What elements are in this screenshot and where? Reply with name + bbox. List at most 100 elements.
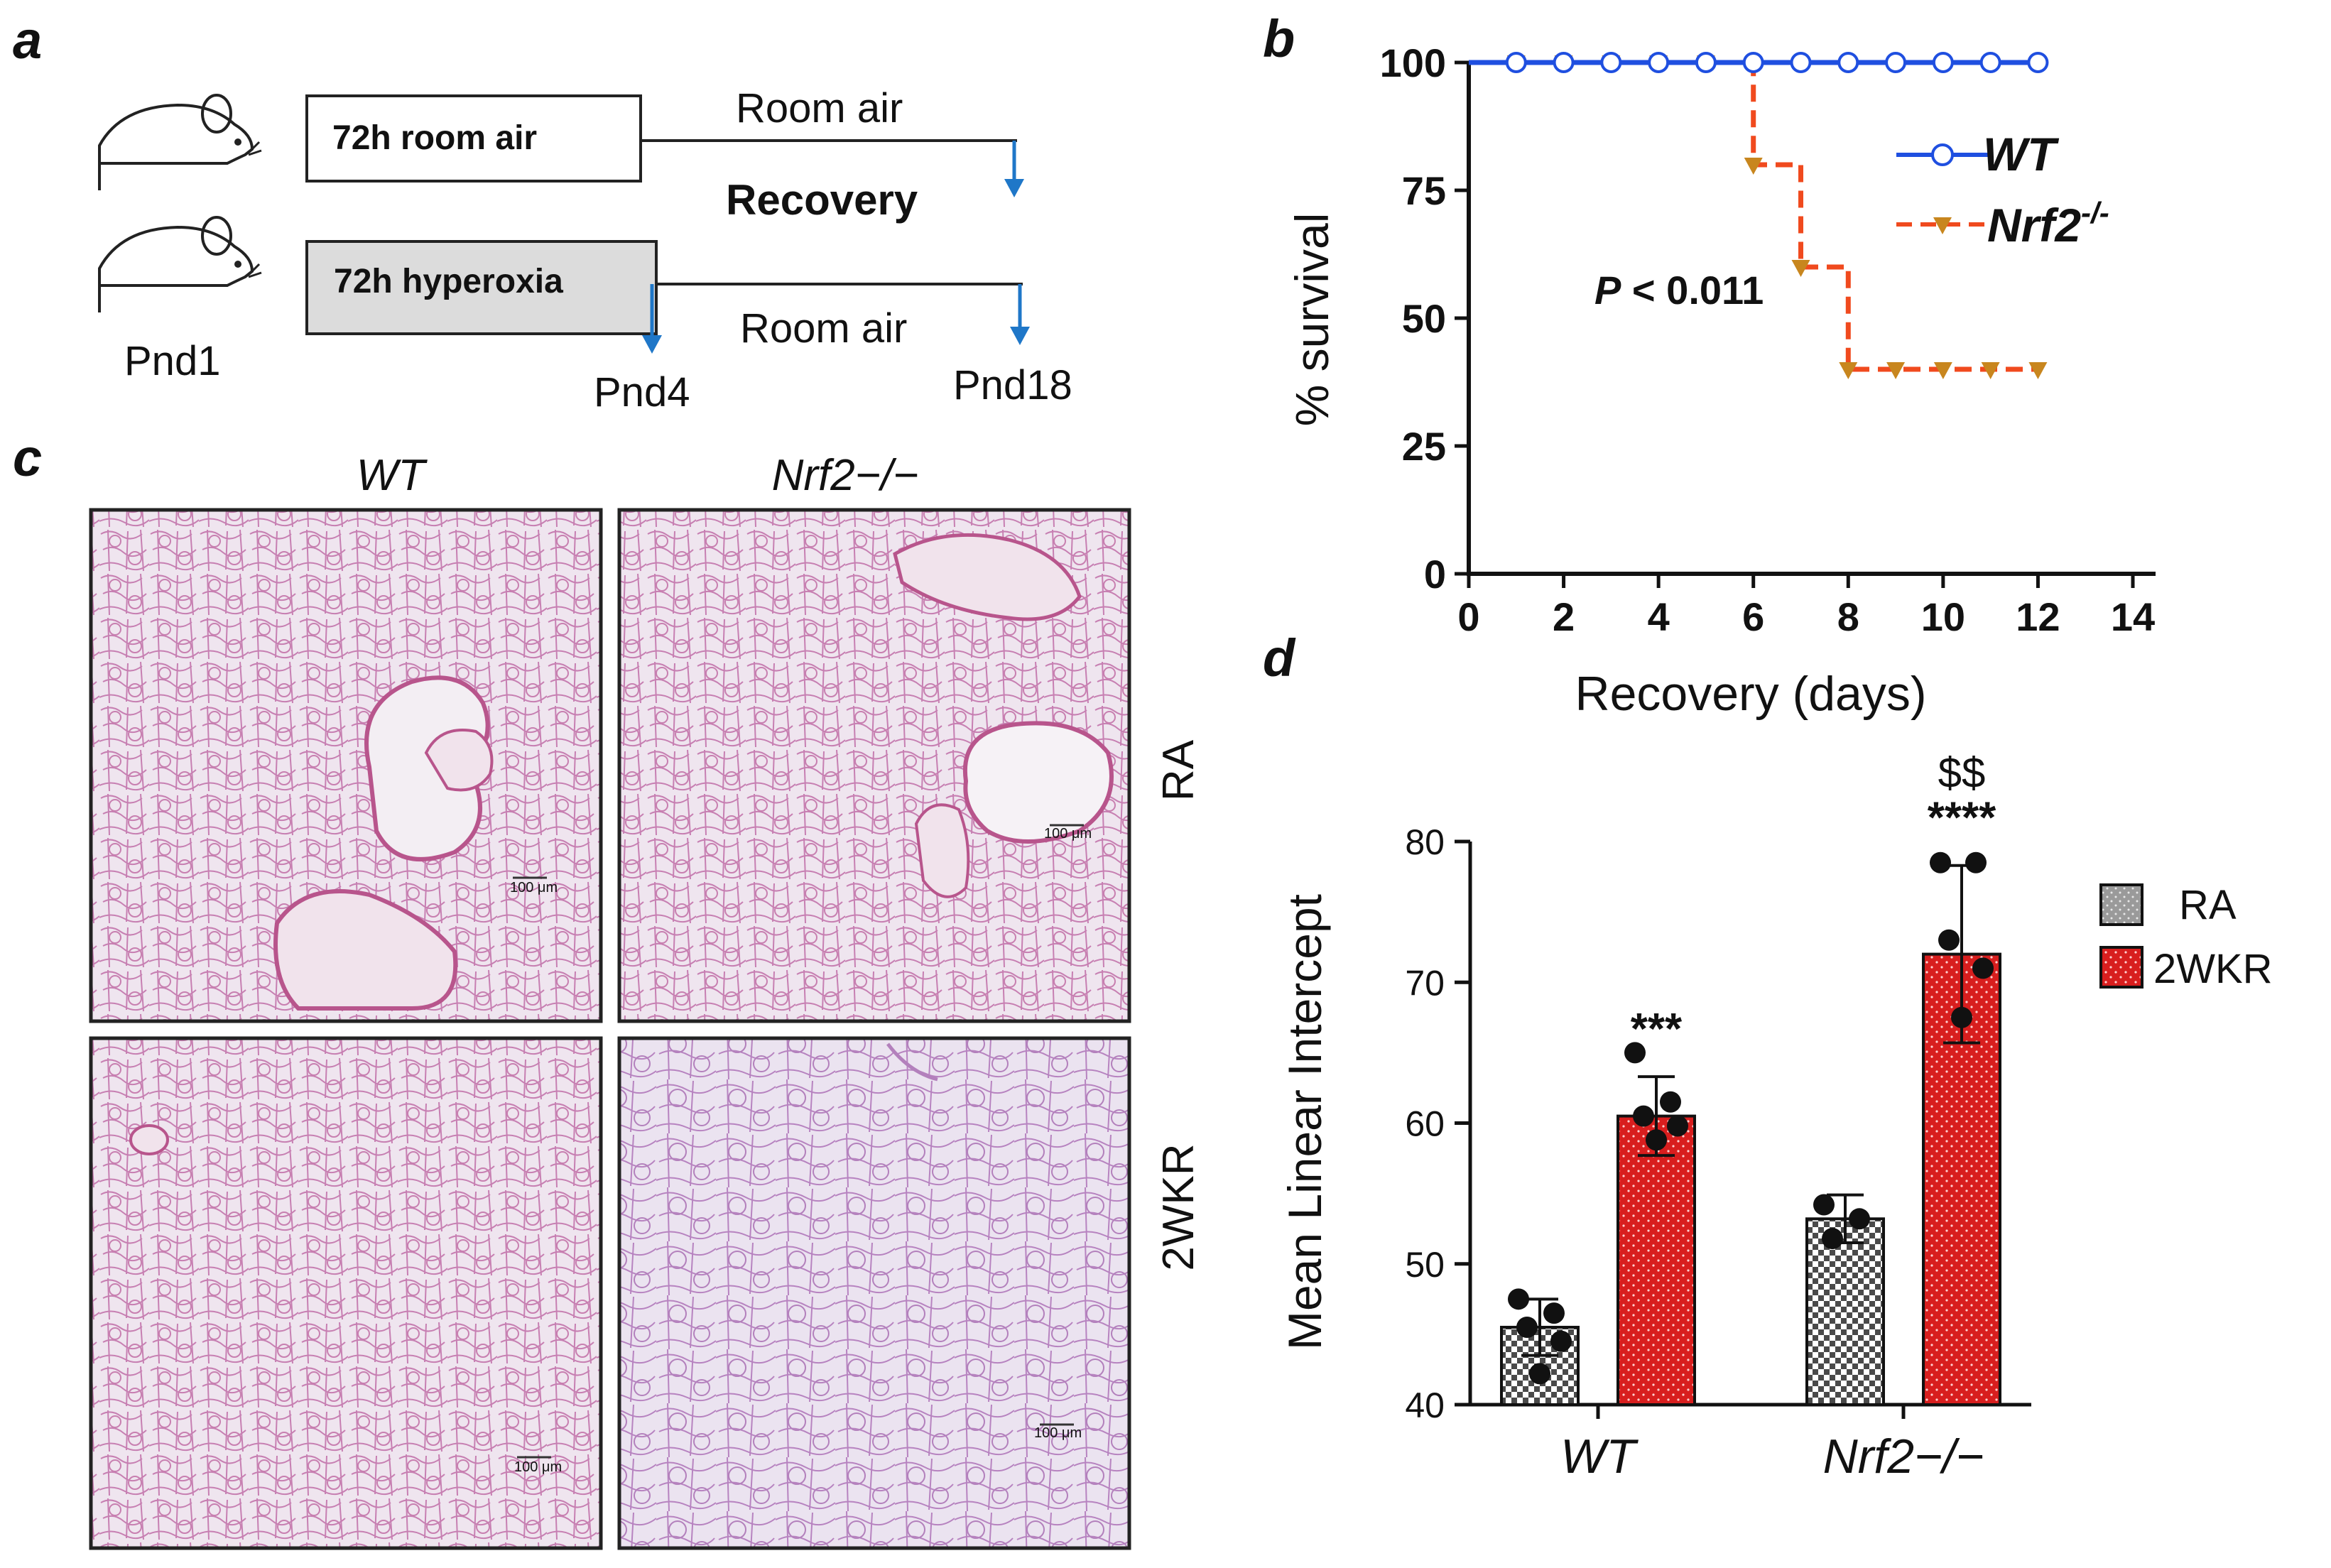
survival-point-wt bbox=[1790, 52, 1812, 73]
survival-point-nrf2 bbox=[1886, 362, 1906, 379]
scale-bar-label: 100 μm bbox=[1044, 826, 1092, 842]
mli-significance: *** bbox=[1631, 1005, 1683, 1054]
vessel-structure bbox=[914, 803, 970, 898]
mli-significance: **** bbox=[1928, 794, 1996, 843]
survival-x-tick-label: 4 bbox=[1648, 594, 1670, 639]
mli-data-point bbox=[1667, 1115, 1688, 1137]
legend-2wkr-swatch bbox=[2099, 946, 2143, 989]
legend-ra-label: RA bbox=[2179, 882, 2237, 928]
mli-chart: Mean Linear Intercept RA 2WKR 40 50 60 70 80… bbox=[1278, 749, 2273, 1483]
panel-a-letter: a bbox=[13, 11, 42, 70]
legend-wt-label: WT bbox=[1983, 128, 2059, 180]
survival-point-wt bbox=[1837, 52, 1859, 73]
legend-nrf2-label: Nrf2-/- bbox=[1987, 196, 2109, 251]
survival-chart: % survival Recovery (days) P < 0.011 WT … bbox=[1286, 40, 2156, 721]
mli-y-tick-label: 60 bbox=[1405, 1104, 1445, 1144]
mli-data-point bbox=[1849, 1208, 1870, 1230]
mouse-icon-bottom bbox=[98, 216, 262, 312]
vessel-structure bbox=[273, 889, 458, 1011]
survival-x-label: Recovery (days) bbox=[1575, 667, 1926, 721]
survival-point-nrf2 bbox=[1933, 362, 1952, 379]
mli-data-point bbox=[1813, 1194, 1835, 1216]
survival-y-tick-label: 100 bbox=[1380, 40, 1446, 85]
survival-point-nrf2 bbox=[2028, 362, 2048, 379]
vessel-structure bbox=[424, 729, 494, 792]
mli-bar-ra bbox=[1805, 1217, 1885, 1407]
mli-data-point bbox=[1550, 1330, 1572, 1352]
survival-point-wt bbox=[1742, 52, 1764, 73]
scale-bar-label: 100 μm bbox=[514, 1459, 562, 1475]
vessel-structure bbox=[129, 1124, 169, 1155]
survival-y-tick-label: 0 bbox=[1424, 552, 1446, 597]
survival-x-tick-label: 2 bbox=[1553, 594, 1575, 639]
survival-point-wt bbox=[1648, 52, 1670, 73]
survival-point-nrf2 bbox=[1981, 362, 2000, 379]
mli-data-point bbox=[1822, 1228, 1843, 1250]
mli-data-point bbox=[1646, 1129, 1667, 1151]
mli-category-label: Nrf2−/− bbox=[1823, 1430, 1984, 1483]
survival-x-tick-label: 6 bbox=[1742, 594, 1764, 639]
mli-data-point bbox=[1972, 957, 1994, 979]
end-arrow-top bbox=[1004, 141, 1024, 197]
mli-ticks: 40 50 60 70 80 WT Nrf2−/− bbox=[1405, 822, 1984, 1483]
legend-nrf2-name: Nrf2 bbox=[1987, 199, 2081, 251]
panel-a-schematic: 72h room air Room air Recovery 72h hyper… bbox=[98, 85, 1072, 415]
survival-point-nrf2 bbox=[1839, 362, 1858, 379]
mli-data-point bbox=[1951, 1006, 1972, 1028]
scale-bar-label: 100 μm bbox=[1034, 1425, 1082, 1441]
survival-point-wt bbox=[1885, 52, 1907, 73]
survival-point-wt bbox=[1695, 52, 1717, 73]
survival-point-wt bbox=[1600, 52, 1622, 73]
panel-c-histology: WT Nrf2−/− RA 2WKR 100 μm 100 μm 100 μm bbox=[89, 451, 1203, 1550]
recovery-label: Recovery bbox=[726, 176, 918, 224]
survival-x-tick-label: 0 bbox=[1457, 594, 1479, 639]
pnd4-arrow bbox=[642, 284, 662, 354]
survival-point-wt bbox=[1505, 52, 1527, 73]
mli-legend: RA 2WKR bbox=[2099, 882, 2273, 992]
survival-line-nrf2 bbox=[1469, 60, 2038, 372]
survival-y-tick-label: 25 bbox=[1402, 424, 1446, 469]
survival-ticks: 0 2 4 6 8 10 12 14 0 25 50 75 100 bbox=[1380, 40, 2156, 639]
mli-data-point bbox=[1516, 1316, 1538, 1338]
survival-y-label: % survival bbox=[1286, 213, 1338, 427]
room-air-box bbox=[305, 94, 642, 183]
mli-category-label: WT bbox=[1560, 1430, 1639, 1483]
panel-b-letter: b bbox=[1263, 9, 1295, 68]
histology-col-label-wt: WT bbox=[357, 451, 428, 500]
survival-x-tick-label: 8 bbox=[1837, 594, 1859, 639]
survival-p-annotation: P < 0.011 bbox=[1594, 268, 1764, 312]
survival-x-tick-label: 14 bbox=[2111, 594, 2155, 639]
panel-c-letter: c bbox=[13, 428, 42, 487]
survival-p-text: < 0.011 bbox=[1632, 268, 1764, 312]
survival-y-tick-label: 75 bbox=[1402, 168, 1446, 213]
histology-nrf2-2wkr: 100 μm bbox=[617, 1036, 1131, 1550]
mli-y-tick-label: 70 bbox=[1405, 963, 1445, 1003]
pnd1-label: Pnd1 bbox=[124, 338, 220, 384]
legend-nrf2-marker bbox=[1933, 217, 1952, 234]
airway-structure bbox=[962, 721, 1114, 844]
mli-y-tick-label: 50 bbox=[1405, 1245, 1445, 1285]
mli-data-point bbox=[1508, 1288, 1529, 1310]
end-arrow-bottom bbox=[1010, 284, 1030, 345]
survival-point-wt bbox=[1932, 52, 1954, 73]
pnd18-label: Pnd18 bbox=[953, 362, 1072, 408]
histology-row-label-2wkr: 2WKR bbox=[1154, 1143, 1203, 1270]
survival-x-tick-label: 12 bbox=[2016, 594, 2060, 639]
room-air-line-label-2: Room air bbox=[740, 305, 907, 352]
mli-data-point bbox=[1965, 851, 1987, 873]
survival-legend: WT Nrf2-/- bbox=[1896, 128, 2109, 251]
pnd4-label: Pnd4 bbox=[594, 369, 690, 415]
survival-p-symbol: P bbox=[1594, 268, 1621, 312]
panel-d-letter: d bbox=[1263, 628, 1296, 687]
mli-data-point bbox=[1624, 1042, 1646, 1064]
survival-point-wt bbox=[1979, 52, 2001, 73]
legend-2wkr-label: 2WKR bbox=[2153, 946, 2273, 992]
scale-bar-label: 100 μm bbox=[510, 880, 558, 895]
mli-data-point bbox=[1543, 1302, 1565, 1324]
mli-y-tick-label: 40 bbox=[1405, 1385, 1445, 1425]
hyperoxia-box-label: 72h hyperoxia bbox=[334, 263, 563, 300]
mli-data-point bbox=[1633, 1105, 1654, 1127]
legend-wt-marker bbox=[1931, 143, 1954, 166]
histology-col-label-nrf2: Nrf2−/− bbox=[772, 451, 919, 500]
survival-series bbox=[1469, 52, 2049, 379]
